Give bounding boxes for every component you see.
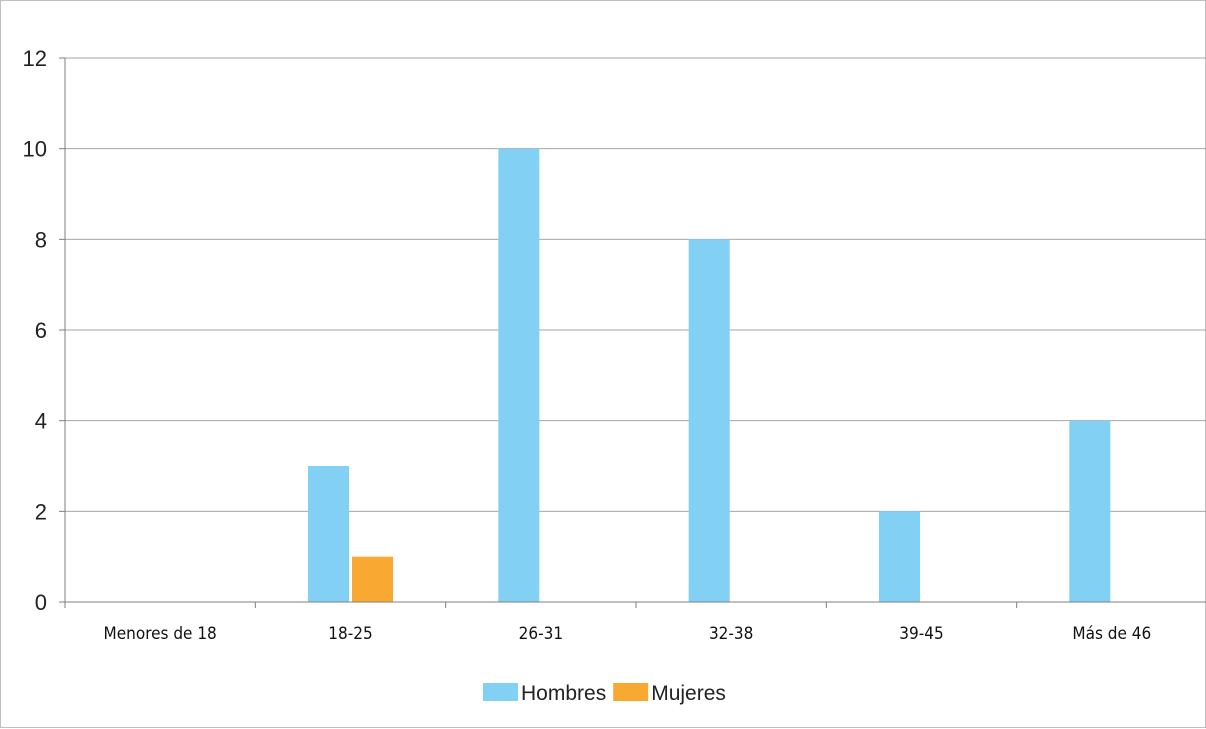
legend: Hombres Mujeres [483,682,726,705]
x-tick-label: 32-38 [709,624,753,644]
bar-hombres-3 [688,239,730,603]
x-tick-label: Más de 46 [1072,624,1151,644]
x-tick-label: 39-45 [899,624,943,644]
y-tick-label: 6 [35,318,47,343]
bar-hombres-5 [1069,420,1111,602]
bar-hombres-4 [879,511,920,602]
x-tick-label: Menores de 18 [104,624,217,644]
bars [308,148,1111,603]
bar-mujeres-1 [352,556,393,602]
legend-label-mujeres: Mujeres [651,682,726,705]
bar-hombres-2 [498,148,540,602]
legend-swatch-mujeres [613,683,649,701]
x-tick-label: 18-25 [328,624,372,644]
y-tick-label: 0 [35,590,47,615]
y-tick-label: 12 [23,46,47,71]
gridlines [65,57,1206,512]
bar-hombres-1 [308,466,349,602]
y-tick-label: 2 [35,499,47,524]
legend-swatch-hombres [483,683,518,701]
x-axis-ticks: Menores de 18 18-25 26-31 32-38 39-45 Más de … [64,602,1151,644]
legend-label-hombres: Hombres [521,682,606,705]
y-tick-label: 10 [23,137,47,162]
y-tick-label: 4 [35,409,47,434]
y-tick-label: 8 [35,227,47,252]
x-tick-label: 26-31 [519,624,563,644]
y-axis-ticks: 0 2 4 6 8 10 12 [23,46,65,615]
